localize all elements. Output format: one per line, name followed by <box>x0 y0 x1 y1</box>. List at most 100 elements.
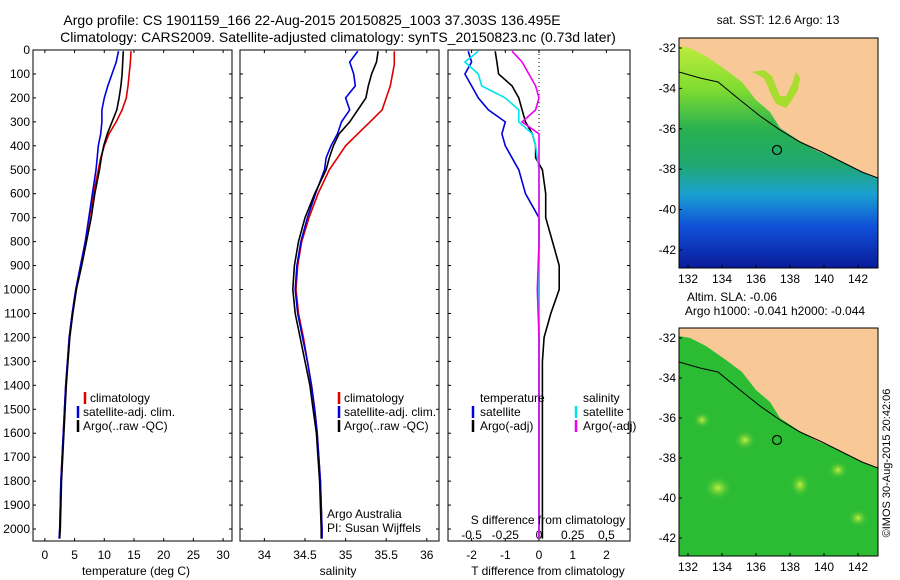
annotation-pi: PI: Susan Wijffels <box>327 521 421 535</box>
x-tick-label: 35.5 <box>375 548 399 562</box>
lon-tick-label: 132 <box>678 560 698 574</box>
sla-map-title2: Argo h1000: -0.041 h2000: -0.044 <box>685 304 865 318</box>
legend-label-s-satellite: satellite <box>583 405 624 419</box>
depth-tick-label: 200 <box>10 91 30 105</box>
x-tick-label: 0 <box>536 548 543 562</box>
depth-tick-label: 1300 <box>3 354 30 368</box>
depth-tick-label: 700 <box>10 211 30 225</box>
lon-tick-label: 142 <box>848 560 868 574</box>
x-tick-label: 0 <box>42 548 49 562</box>
x-tick-label: 20 <box>157 548 171 562</box>
lat-tick-label: -42 <box>659 243 677 257</box>
s-tick-label: 0.5 <box>598 528 615 542</box>
x-tick-label: 35 <box>339 548 353 562</box>
depth-tick-label: 1800 <box>3 474 30 488</box>
header-line1: Argo profile: CS 1901159_166 22-Aug-2015… <box>63 12 560 28</box>
x-tick-label: -2 <box>466 548 477 562</box>
depth-tick-label: 600 <box>10 187 30 201</box>
difference-legend: temperature satellite Argo(-adj) salinit… <box>471 391 636 433</box>
series-line-argo-raw-qc <box>58 51 125 539</box>
x-tick-label: 15 <box>127 548 141 562</box>
lon-tick-label: 136 <box>746 560 766 574</box>
legend-label-climatology: climatology <box>344 391 404 405</box>
legend-label-t-argo: Argo(-adj) <box>480 419 533 433</box>
lon-tick-label: 140 <box>814 560 834 574</box>
lon-tick-label: 140 <box>814 272 834 286</box>
temperature-legend: climatology satellite-adj. clim. Argo(..… <box>76 391 175 433</box>
map-ticks: -32 -34 -36 -38 -40 -42 132 134 136 138 140 142 -32 -… <box>659 41 869 574</box>
x-tick-label: -1 <box>500 548 511 562</box>
lat-tick-label: -42 <box>659 531 677 545</box>
lat-tick-label: -38 <box>659 451 677 465</box>
series-line-climatology <box>58 51 132 539</box>
annotation-argo-australia: Argo Australia <box>327 507 402 521</box>
x-tick-label: 25 <box>187 548 201 562</box>
lon-tick-label: 134 <box>712 560 732 574</box>
depth-tick-label: 1200 <box>3 330 30 344</box>
x-tick-label: 34 <box>258 548 272 562</box>
depth-tick-label: 1000 <box>3 283 30 297</box>
lon-tick-label: 142 <box>848 272 868 286</box>
legend-title-salinity: salinity <box>583 391 620 405</box>
depth-tick-label: 1700 <box>3 450 30 464</box>
series-line-satellite-adj-clim <box>58 51 120 539</box>
legend-label-argo: Argo(..raw -QC) <box>83 419 168 433</box>
sla-map-title1: Altim. SLA: -0.06 <box>687 290 777 304</box>
difference-xlabel: T difference from climatology <box>471 564 625 578</box>
lon-tick-label: 136 <box>746 272 766 286</box>
s-tick-label: -0.5 <box>461 528 482 542</box>
x-tick-label: 30 <box>216 548 230 562</box>
x-tick-label: 5 <box>71 548 78 562</box>
lat-tick-label: -40 <box>659 491 677 505</box>
depth-tick-label: 1600 <box>3 426 30 440</box>
salinity-axes <box>239 49 440 542</box>
difference-top-label: S difference from climatology <box>471 513 626 527</box>
x-tick-label: 1 <box>569 548 576 562</box>
lon-tick-label: 138 <box>780 560 800 574</box>
depth-tick-label: 500 <box>10 163 30 177</box>
legend-label-climatology: climatology <box>90 391 150 405</box>
sst-land <box>679 38 878 178</box>
depth-tick-label: 1100 <box>4 306 30 320</box>
sla-float-marker <box>771 434 783 446</box>
legend-title-temperature: temperature <box>480 391 545 405</box>
lat-tick-label: -38 <box>659 162 677 176</box>
sst-map-title: sat. SST: 12.6 Argo: 13 <box>717 13 840 27</box>
s-tick-label: -0.25 <box>492 528 520 542</box>
depth-tick-label: 0 <box>23 43 30 57</box>
x-tick-label: 2 <box>603 548 610 562</box>
lon-tick-label: 134 <box>712 272 732 286</box>
temperature-xlabel: temperature (deg C) <box>82 564 190 578</box>
difference-plot: -2 -1 0 1 2-0.5 -0.25 0 0.25 0.5 <box>461 50 615 562</box>
depth-tick-label: 1900 <box>3 498 30 512</box>
legend-label-satellite: satellite-adj. clim. <box>83 405 175 419</box>
depth-tick-label: 300 <box>10 115 30 129</box>
s-tick-label: 0.25 <box>561 528 585 542</box>
legend-label-argo: Argo(..raw -QC) <box>344 419 429 433</box>
header-line2: Climatology: CARS2009. Satellite-adjuste… <box>60 29 616 45</box>
sst-isobath <box>679 71 878 179</box>
depth-ticks: 0 100 200 300 400 500 600 700 800 900 1000 1100 1200… <box>3 43 630 536</box>
legend-label-t-satellite: satellite <box>480 405 521 419</box>
depth-tick-label: 1500 <box>3 402 30 416</box>
depth-tick-label: 2000 <box>3 522 30 536</box>
depth-tick-label: 1400 <box>3 378 30 392</box>
lat-tick-label: -40 <box>659 203 677 217</box>
sla-map <box>679 328 878 556</box>
salinity-plot: 34 34.5 35 35.5 36 <box>258 50 434 562</box>
lat-tick-label: -32 <box>659 331 677 345</box>
legend-label-s-argo: Argo(-adj) <box>583 419 636 433</box>
depth-tick-label: 400 <box>10 139 30 153</box>
sst-float-marker <box>771 144 783 156</box>
series-line-satellite <box>463 50 540 539</box>
lat-tick-label: -34 <box>659 371 677 385</box>
salinity-legend: climatology satellite-adj. clim. Argo(..… <box>337 391 436 433</box>
lon-tick-label: 132 <box>678 272 698 286</box>
depth-tick-label: 800 <box>10 235 30 249</box>
series-line-argo-adj <box>511 50 540 539</box>
x-tick-label: 34.5 <box>293 548 317 562</box>
lat-tick-label: -36 <box>659 411 677 425</box>
lat-tick-label: -36 <box>659 122 677 136</box>
sst-map <box>679 38 878 268</box>
imos-credit: ©IMOS 30-Aug-2015 20:42:06 <box>881 389 893 538</box>
